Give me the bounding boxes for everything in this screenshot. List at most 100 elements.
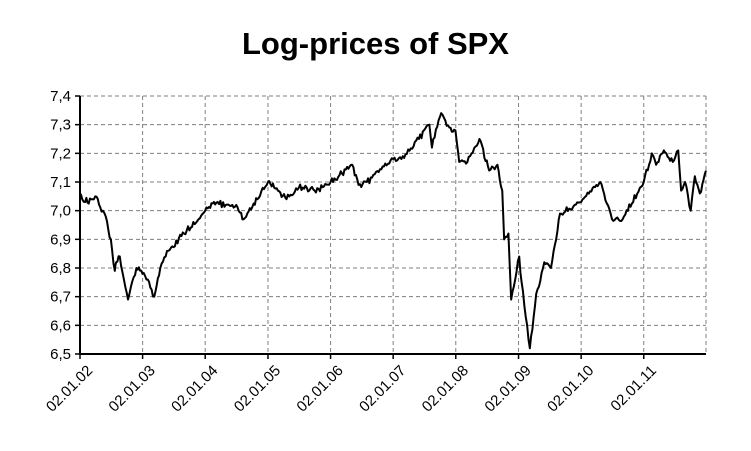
data-point — [159, 267, 161, 269]
data-point — [440, 112, 442, 114]
data-point — [677, 149, 679, 151]
data-point — [611, 218, 613, 220]
data-point — [550, 267, 552, 269]
x-tick-label: 02.01.08 — [419, 362, 472, 415]
y-tick-label: 6,5 — [50, 346, 71, 363]
x-tick-label: 02.01.04 — [168, 362, 221, 415]
x-tick-label: 02.01.03 — [105, 362, 158, 415]
data-point — [147, 278, 149, 280]
data-point — [418, 138, 420, 140]
data-point — [663, 149, 665, 151]
y-tick-label: 6,9 — [50, 231, 71, 248]
data-point — [277, 190, 279, 192]
data-point — [217, 201, 219, 203]
data-point — [167, 250, 169, 252]
data-point — [115, 261, 117, 263]
data-point — [529, 347, 531, 349]
data-point — [256, 198, 258, 200]
data-point — [599, 181, 601, 183]
data-point — [559, 213, 561, 215]
data-point — [225, 204, 227, 206]
data-point — [496, 164, 498, 166]
x-tick-label: 02.01.09 — [481, 362, 534, 415]
grid-layer — [79, 95, 707, 354]
data-point — [81, 198, 83, 200]
data-point — [314, 190, 316, 192]
x-tick-label: 02.01.10 — [544, 362, 597, 415]
data-point — [431, 147, 433, 149]
x-tick-label: 02.01.11 — [607, 362, 660, 415]
data-point — [153, 296, 155, 298]
data-point — [102, 210, 104, 212]
y-tick-label: 6,7 — [50, 289, 71, 306]
data-point — [351, 164, 353, 166]
data-point — [510, 299, 512, 301]
y-tick-label: 7,4 — [50, 88, 71, 105]
y-tick-labels: 6,5 6,6 6,7 6,8 6,9 7,0 7,1 7,2 7,3 7,4 — [50, 88, 71, 363]
data-point — [503, 238, 505, 240]
data-point — [466, 161, 468, 163]
data-point — [501, 190, 503, 192]
data-point — [478, 138, 480, 140]
data-point — [622, 218, 624, 220]
data-point — [84, 201, 86, 203]
axis-layer — [75, 95, 706, 359]
data-point — [141, 273, 143, 275]
data-point — [428, 124, 430, 126]
data-point — [518, 256, 520, 258]
data-point — [705, 170, 707, 172]
chart-title: Log-prices of SPX — [242, 26, 509, 61]
data-point — [119, 256, 121, 258]
data-point — [91, 198, 93, 200]
data-point — [135, 267, 137, 269]
x-tick-label: 02.01.05 — [231, 362, 284, 415]
data-point — [127, 299, 129, 301]
y-tick-label: 7,3 — [50, 117, 71, 134]
data-point — [488, 170, 490, 172]
y-tick-label: 6,8 — [50, 260, 71, 277]
data-point — [392, 158, 394, 160]
data-point — [243, 218, 245, 220]
data-point — [123, 278, 125, 280]
data-point — [651, 152, 653, 154]
data-point — [298, 187, 300, 189]
data-point — [110, 238, 112, 240]
data-point — [699, 192, 701, 194]
x-tick-label: 02.01.06 — [293, 362, 346, 415]
data-point — [458, 161, 460, 163]
data-point — [183, 233, 185, 235]
y-tick-label: 7,2 — [50, 145, 71, 162]
data-point — [680, 190, 682, 192]
data-point — [94, 195, 96, 197]
data-point — [643, 181, 645, 183]
x-tick-label: 02.01.02 — [43, 362, 96, 415]
data-point — [358, 184, 360, 186]
data-point — [694, 175, 696, 177]
data-point — [535, 293, 537, 295]
x-tick-label: 02.01.07 — [356, 362, 409, 415]
x-tick-labels: 02.01.02 02.01.03 02.01.04 02.01.05 02.01.06… — [43, 362, 660, 415]
data-point — [330, 181, 332, 183]
y-tick-label: 7,0 — [50, 203, 71, 220]
data-point — [655, 164, 657, 166]
data-point — [521, 281, 523, 283]
series-line — [79, 112, 707, 350]
data-point — [454, 129, 456, 131]
data-point — [204, 210, 206, 212]
series-layer — [79, 112, 707, 350]
y-tick-label: 7,1 — [50, 174, 71, 191]
data-point — [684, 181, 686, 183]
data-point — [402, 155, 404, 157]
data-point — [690, 210, 692, 212]
data-point — [79, 192, 81, 194]
data-point — [543, 261, 545, 263]
data-point — [285, 198, 287, 200]
data-point — [114, 270, 116, 272]
data-point — [105, 215, 107, 217]
data-point — [507, 233, 509, 235]
data-point — [580, 201, 582, 203]
data-point — [672, 161, 674, 163]
data-point — [235, 204, 237, 206]
y-tick-label: 6,6 — [50, 317, 71, 334]
